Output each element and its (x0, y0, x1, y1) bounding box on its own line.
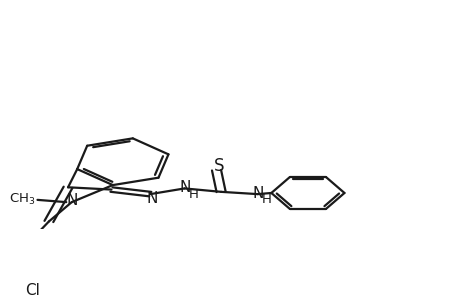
Text: N: N (66, 194, 77, 208)
Text: N: N (252, 186, 263, 201)
Text: Cl: Cl (25, 283, 40, 298)
Text: N: N (179, 180, 191, 195)
Text: H: H (188, 188, 198, 201)
Text: N: N (146, 191, 158, 206)
Text: H: H (261, 193, 271, 206)
Text: CH$_3$: CH$_3$ (9, 192, 35, 207)
Text: S: S (213, 157, 224, 175)
